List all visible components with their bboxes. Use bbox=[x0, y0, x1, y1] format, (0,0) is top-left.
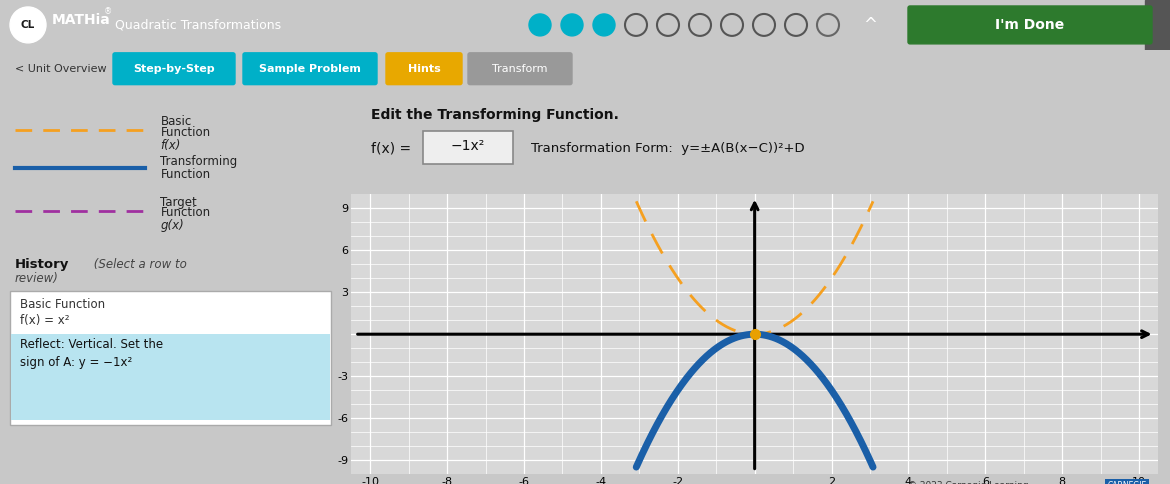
Text: Target: Target bbox=[160, 196, 198, 209]
Text: f(x) =: f(x) = bbox=[371, 141, 411, 155]
Text: Edit the Transforming Function.: Edit the Transforming Function. bbox=[371, 108, 619, 122]
Text: Sample Problem: Sample Problem bbox=[259, 64, 360, 74]
Text: Reflect: Vertical. Set the: Reflect: Vertical. Set the bbox=[20, 338, 163, 351]
Text: Step-by-Step: Step-by-Step bbox=[133, 64, 215, 74]
Text: ^: ^ bbox=[863, 16, 878, 34]
Text: I'm Done: I'm Done bbox=[996, 18, 1065, 32]
Text: Quadratic Transformations: Quadratic Transformations bbox=[115, 18, 281, 31]
FancyBboxPatch shape bbox=[243, 53, 377, 85]
Circle shape bbox=[529, 14, 551, 36]
Text: CL: CL bbox=[21, 20, 35, 30]
Bar bbox=[422, 131, 512, 164]
Text: ®: ® bbox=[104, 7, 112, 16]
Text: CARNEGIE
LEARNING: CARNEGIE LEARNING bbox=[1108, 481, 1147, 484]
Text: Function: Function bbox=[160, 207, 211, 219]
Text: f(x) = x²: f(x) = x² bbox=[20, 314, 69, 327]
Text: Transformation Form:  y=±A(B(x−C))²+D: Transformation Form: y=±A(B(x−C))²+D bbox=[531, 142, 805, 155]
Text: Function: Function bbox=[160, 126, 211, 139]
Text: f(x): f(x) bbox=[160, 139, 181, 152]
Bar bbox=[11, 291, 331, 425]
Text: Transforming: Transforming bbox=[160, 155, 238, 168]
Text: Transform: Transform bbox=[493, 64, 548, 74]
Circle shape bbox=[560, 14, 583, 36]
Text: (Select a row to: (Select a row to bbox=[90, 258, 187, 271]
Text: Hints: Hints bbox=[407, 64, 440, 74]
FancyBboxPatch shape bbox=[468, 53, 572, 85]
Text: sign of A: y = −1x²: sign of A: y = −1x² bbox=[20, 356, 132, 369]
Bar bbox=[11, 334, 330, 420]
FancyBboxPatch shape bbox=[386, 53, 462, 85]
Text: MATHia: MATHia bbox=[51, 13, 111, 27]
Text: History: History bbox=[15, 258, 69, 271]
Text: review): review) bbox=[15, 272, 59, 285]
Circle shape bbox=[593, 14, 615, 36]
Bar bbox=[1145, 0, 1170, 50]
Circle shape bbox=[11, 7, 46, 43]
Text: g(x): g(x) bbox=[160, 219, 184, 232]
FancyBboxPatch shape bbox=[908, 6, 1152, 44]
Text: © 2023 Carnegie Learning: © 2023 Carnegie Learning bbox=[908, 481, 1030, 484]
FancyBboxPatch shape bbox=[113, 53, 235, 85]
Text: < Unit Overview: < Unit Overview bbox=[15, 64, 106, 74]
Text: −1x²: −1x² bbox=[450, 139, 486, 153]
Text: Function: Function bbox=[160, 168, 211, 181]
Text: Basic: Basic bbox=[160, 115, 192, 128]
Text: Basic Function: Basic Function bbox=[20, 298, 105, 311]
